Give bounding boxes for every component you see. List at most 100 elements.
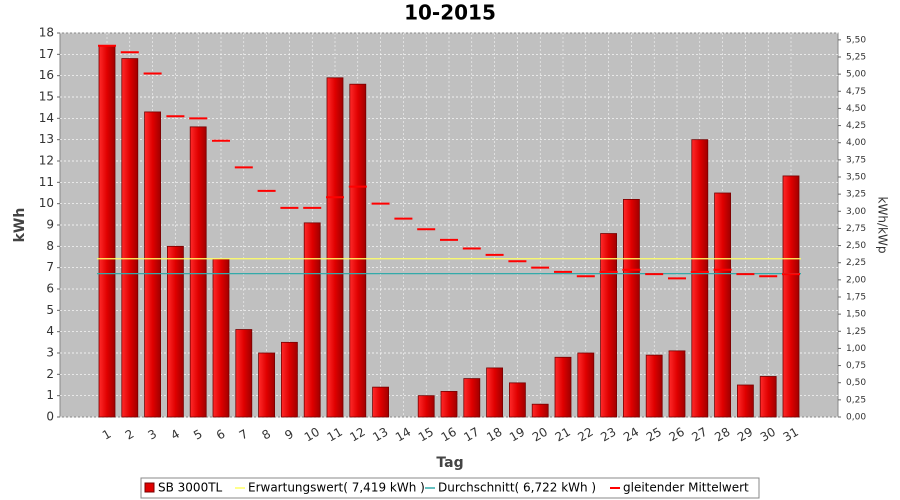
bar bbox=[600, 233, 617, 418]
x-tick-label: 22 bbox=[575, 425, 595, 445]
bar bbox=[258, 352, 276, 418]
x-tick-label: 16 bbox=[439, 425, 459, 445]
bar bbox=[280, 341, 298, 418]
bar bbox=[235, 329, 253, 418]
chart-title: 10-2015 bbox=[404, 1, 496, 25]
y2-tick-label: 4,25 bbox=[846, 121, 866, 131]
legend-label: Durchschnitt( 6,722 kWh ) bbox=[438, 481, 596, 495]
y2-tick-label: 3,75 bbox=[846, 155, 866, 165]
bar bbox=[486, 367, 504, 418]
y2-tick-label: 1,00 bbox=[846, 344, 866, 354]
bar bbox=[463, 378, 481, 418]
y2-tick-label: 2,50 bbox=[846, 241, 866, 251]
y-tick-label: 10 bbox=[39, 196, 54, 210]
bar bbox=[440, 390, 458, 418]
y2-tick-label: 0,75 bbox=[846, 361, 866, 371]
bar bbox=[212, 258, 230, 418]
y-tick-label: 17 bbox=[39, 47, 54, 61]
bar bbox=[189, 126, 207, 418]
y-tick-label: 4 bbox=[46, 324, 54, 338]
y2-tick-label: 5,50 bbox=[846, 35, 866, 45]
x-tick-label: 20 bbox=[530, 425, 550, 445]
bar bbox=[121, 58, 139, 418]
x-tick-label: 24 bbox=[621, 425, 641, 445]
bar bbox=[782, 175, 800, 418]
x-tick-label: 2 bbox=[123, 427, 137, 443]
y-tick-label: 16 bbox=[39, 68, 54, 82]
bar bbox=[577, 352, 595, 418]
y2-tick-label: 3,25 bbox=[846, 190, 866, 200]
x-tick-label: 7 bbox=[237, 427, 251, 443]
y2-tick-label: 4,75 bbox=[846, 87, 866, 97]
x-tick-label: 10 bbox=[302, 425, 322, 445]
y2-tick-label: 2,75 bbox=[846, 224, 866, 234]
bar bbox=[166, 245, 184, 418]
bar bbox=[691, 139, 709, 418]
y2-tick-label: 5,00 bbox=[846, 70, 866, 80]
x-tick-label: 25 bbox=[644, 425, 664, 445]
legend-swatch bbox=[144, 482, 155, 493]
y-tick-label: 15 bbox=[39, 90, 54, 104]
bar bbox=[144, 111, 162, 418]
x-tick-label: 9 bbox=[282, 427, 296, 443]
bar bbox=[531, 403, 549, 418]
y2-tick-label: 5,25 bbox=[846, 53, 866, 63]
y-tick-label: 8 bbox=[46, 239, 54, 253]
x-tick-label: 28 bbox=[712, 425, 732, 445]
bar bbox=[303, 222, 321, 418]
y-tick-label: 9 bbox=[46, 218, 54, 232]
x-tick-label: 8 bbox=[260, 427, 274, 443]
x-tick-label: 14 bbox=[393, 425, 413, 445]
x-tick-label: 29 bbox=[735, 425, 755, 445]
y-tick-label: 5 bbox=[46, 303, 54, 317]
y-tick-label: 3 bbox=[46, 346, 54, 360]
bar bbox=[372, 386, 390, 418]
y-tick-label: 13 bbox=[39, 132, 54, 146]
x-tick-label: 18 bbox=[484, 425, 504, 445]
legend bbox=[140, 477, 760, 499]
y-tick-label: 12 bbox=[39, 154, 54, 168]
x-tick-label: 5 bbox=[191, 427, 205, 443]
x-tick-label: 17 bbox=[461, 425, 481, 445]
x-tick-label: 6 bbox=[214, 427, 228, 443]
bar bbox=[759, 376, 777, 418]
y-tick-label: 14 bbox=[39, 111, 54, 125]
x-tick-label: 31 bbox=[781, 425, 801, 445]
x-tick-label: 19 bbox=[507, 425, 527, 445]
x-tick-label: 30 bbox=[758, 425, 778, 445]
x-tick-label: 12 bbox=[347, 425, 367, 445]
bar bbox=[668, 350, 686, 418]
y-tick-label: 0 bbox=[46, 410, 54, 424]
x-tick-label: 4 bbox=[168, 427, 182, 443]
x-tick-label: 21 bbox=[553, 425, 573, 445]
y2-tick-label: 0,00 bbox=[846, 413, 866, 423]
x-tick-label: 11 bbox=[325, 425, 345, 445]
x-tick-label: 13 bbox=[370, 425, 390, 445]
x-tick-label: 26 bbox=[667, 425, 687, 445]
x-tick-label: 27 bbox=[689, 425, 709, 445]
bar bbox=[623, 198, 640, 418]
y2-tick-label: 2,25 bbox=[846, 258, 866, 268]
y-tick-label: 6 bbox=[46, 282, 54, 296]
y2-tick-label: 1,25 bbox=[846, 327, 866, 337]
y-tick-label: 1 bbox=[46, 388, 54, 402]
bar bbox=[417, 395, 435, 418]
y-axis-title: kWh bbox=[12, 208, 28, 243]
y2-tick-label: 0,25 bbox=[846, 395, 866, 405]
y2-tick-label: 0,50 bbox=[846, 378, 866, 388]
bar bbox=[645, 354, 663, 418]
x-axis-title: Tag bbox=[436, 455, 463, 471]
y2-tick-label: 4,00 bbox=[846, 138, 866, 148]
y2-tick-label: 1,75 bbox=[846, 293, 866, 303]
legend-label: SB 3000TL bbox=[158, 481, 223, 495]
y-tick-label: 18 bbox=[39, 26, 54, 40]
legend-label: Erwartungswert( 7,419 kWh ) bbox=[248, 481, 425, 495]
bar bbox=[737, 384, 754, 418]
bar bbox=[554, 356, 572, 418]
bar bbox=[714, 192, 731, 418]
legend-label: gleitender Mittelwert bbox=[623, 481, 749, 495]
x-tick-label: 23 bbox=[598, 425, 618, 445]
y2-tick-label: 3,00 bbox=[846, 207, 866, 217]
x-tick-label: 15 bbox=[416, 425, 436, 445]
